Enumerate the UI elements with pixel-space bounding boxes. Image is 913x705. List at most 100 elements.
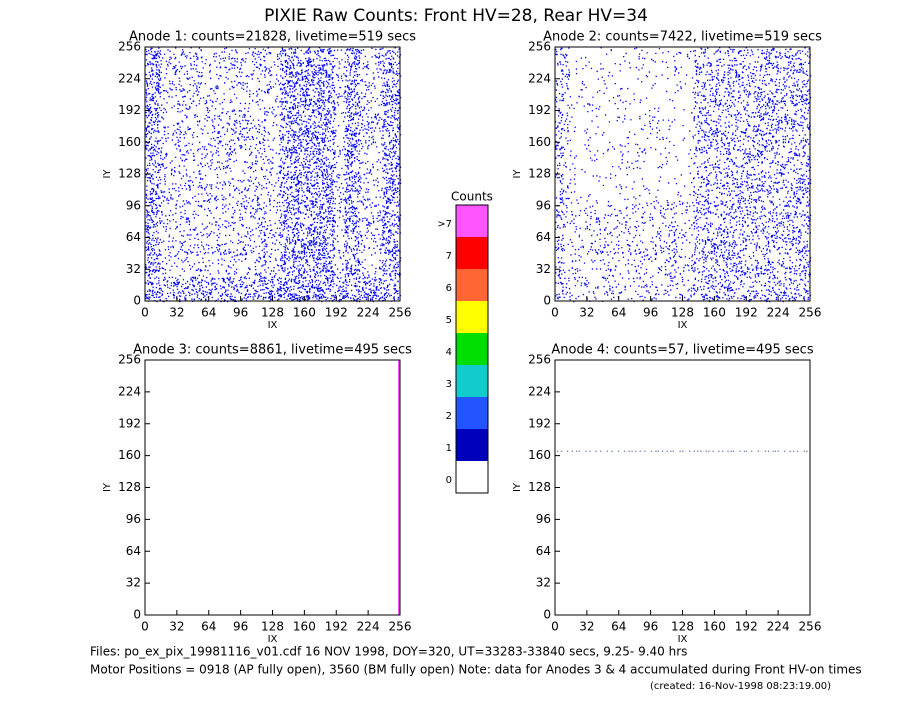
y-tick-label: 192 bbox=[118, 103, 141, 117]
y-tick-label: 96 bbox=[536, 198, 551, 212]
colorbar-label: 4 bbox=[446, 347, 452, 358]
x-axis-label: IX bbox=[678, 320, 688, 331]
y-tick-label: 32 bbox=[126, 262, 141, 276]
colorbar-swatch bbox=[456, 237, 488, 269]
x-tick-label: 0 bbox=[141, 306, 149, 320]
footer-line: Files: po_ex_pix_19981116_v01.cdf 16 NOV… bbox=[90, 645, 687, 659]
colorbar-label: 2 bbox=[446, 411, 452, 422]
x-tick-label: 96 bbox=[643, 306, 658, 320]
y-tick-label: 32 bbox=[536, 262, 551, 276]
x-tick-label: 160 bbox=[293, 306, 316, 320]
colorbar-swatch bbox=[456, 461, 488, 493]
y-axis-label: IY bbox=[102, 169, 113, 179]
x-tick-label: 0 bbox=[141, 620, 149, 634]
colorbar-label: 6 bbox=[446, 283, 452, 294]
x-tick-label: 32 bbox=[169, 620, 184, 634]
x-tick-label: 96 bbox=[233, 620, 248, 634]
colorbar-label: 5 bbox=[446, 315, 452, 326]
y-tick-label: 32 bbox=[126, 576, 141, 590]
x-tick-label: 64 bbox=[611, 306, 626, 320]
colorbar-title: Counts bbox=[451, 190, 493, 204]
x-tick-label: 256 bbox=[389, 306, 412, 320]
y-tick-label: 64 bbox=[126, 544, 141, 558]
y-tick-label: 96 bbox=[126, 198, 141, 212]
panel-title: Anode 2: counts=7422, livetime=519 secs bbox=[543, 30, 822, 45]
y-tick-label: 160 bbox=[528, 448, 551, 462]
y-tick-label: 224 bbox=[118, 384, 141, 398]
x-tick-label: 160 bbox=[293, 620, 316, 634]
y-tick-label: 0 bbox=[133, 608, 141, 622]
colorbar-label: 0 bbox=[446, 475, 452, 486]
count-image bbox=[555, 47, 812, 303]
x-axis-label: IX bbox=[678, 634, 688, 645]
y-tick-label: 224 bbox=[118, 71, 141, 85]
x-tick-label: 192 bbox=[325, 306, 348, 320]
x-tick-label: 192 bbox=[325, 620, 348, 634]
y-tick-label: 224 bbox=[528, 71, 551, 85]
count-image bbox=[145, 47, 402, 303]
x-tick-label: 224 bbox=[767, 620, 790, 634]
x-tick-label: 96 bbox=[643, 620, 658, 634]
y-tick-label: 160 bbox=[118, 135, 141, 149]
y-tick-label: 224 bbox=[528, 384, 551, 398]
panel-title: Anode 1: counts=21828, livetime=519 secs bbox=[129, 30, 416, 45]
colorbar-swatch bbox=[456, 301, 488, 333]
x-tick-label: 192 bbox=[735, 306, 758, 320]
x-tick-label: 64 bbox=[611, 620, 626, 634]
y-tick-label: 192 bbox=[528, 103, 551, 117]
y-axis-label: IY bbox=[102, 482, 113, 492]
y-tick-label: 128 bbox=[118, 480, 141, 494]
x-tick-label: 128 bbox=[671, 620, 694, 634]
colorbar-label: 7 bbox=[446, 251, 452, 262]
y-tick-label: 0 bbox=[133, 294, 141, 308]
colorbar-label: 3 bbox=[446, 379, 452, 390]
x-tick-label: 256 bbox=[799, 620, 822, 634]
colorbar-swatch bbox=[456, 205, 488, 237]
x-tick-label: 224 bbox=[357, 620, 380, 634]
x-tick-label: 96 bbox=[233, 306, 248, 320]
x-tick-label: 0 bbox=[551, 306, 559, 320]
x-tick-label: 32 bbox=[579, 306, 594, 320]
count-image bbox=[557, 450, 808, 452]
y-tick-label: 256 bbox=[528, 353, 551, 367]
y-tick-label: 0 bbox=[543, 294, 551, 308]
x-tick-label: 256 bbox=[389, 620, 412, 634]
x-tick-label: 224 bbox=[767, 306, 790, 320]
y-tick-label: 128 bbox=[118, 167, 141, 181]
colorbar-swatch bbox=[456, 429, 488, 461]
y-tick-label: 128 bbox=[528, 167, 551, 181]
x-tick-label: 0 bbox=[551, 620, 559, 634]
y-axis-label: IY bbox=[512, 482, 523, 492]
x-tick-label: 128 bbox=[261, 306, 284, 320]
y-tick-label: 0 bbox=[543, 608, 551, 622]
x-tick-label: 64 bbox=[201, 306, 216, 320]
footer-line: Motor Positions = 0918 (AP fully open), … bbox=[90, 663, 862, 677]
y-tick-label: 192 bbox=[118, 416, 141, 430]
y-tick-label: 192 bbox=[528, 416, 551, 430]
y-tick-label: 256 bbox=[118, 353, 141, 367]
panel-title: Anode 3: counts=8861, livetime=495 secs bbox=[133, 343, 412, 358]
y-tick-label: 32 bbox=[536, 576, 551, 590]
panel-title: Anode 4: counts=57, livetime=495 secs bbox=[551, 343, 813, 358]
colorbar-swatch bbox=[456, 269, 488, 301]
x-tick-label: 224 bbox=[357, 306, 380, 320]
footer-line: (created: 16-Nov-1998 08:23:19.00) bbox=[650, 681, 831, 692]
chart-title: PIXIE Raw Counts: Front HV=28, Rear HV=3… bbox=[264, 6, 648, 26]
y-axis-label: IY bbox=[512, 169, 523, 179]
x-tick-label: 256 bbox=[799, 306, 822, 320]
y-tick-label: 128 bbox=[528, 480, 551, 494]
x-tick-label: 64 bbox=[201, 620, 216, 634]
x-tick-label: 160 bbox=[703, 306, 726, 320]
colorbar-label: 1 bbox=[446, 443, 452, 454]
x-tick-label: 32 bbox=[169, 306, 184, 320]
x-axis-label: IX bbox=[268, 634, 278, 645]
x-tick-label: 32 bbox=[579, 620, 594, 634]
y-tick-label: 96 bbox=[126, 512, 141, 526]
y-tick-label: 64 bbox=[536, 230, 551, 244]
y-tick-label: 64 bbox=[126, 230, 141, 244]
x-tick-label: 128 bbox=[671, 306, 694, 320]
y-tick-label: 160 bbox=[118, 448, 141, 462]
x-tick-label: 128 bbox=[261, 620, 284, 634]
y-tick-label: 160 bbox=[528, 135, 551, 149]
